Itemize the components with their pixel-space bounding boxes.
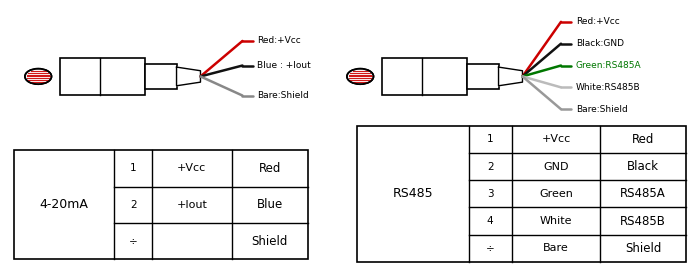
- Text: Bare:Shield: Bare:Shield: [257, 91, 309, 100]
- Text: +Iout: +Iout: [176, 200, 207, 210]
- Text: 4-20mA: 4-20mA: [39, 198, 88, 211]
- Text: Red:+Vcc: Red:+Vcc: [575, 17, 620, 26]
- Ellipse shape: [347, 69, 374, 84]
- Bar: [60, 58, 145, 95]
- Text: RS485A: RS485A: [620, 187, 666, 200]
- Bar: [382, 58, 467, 95]
- Bar: [145, 64, 176, 89]
- Bar: [14, 150, 308, 259]
- Text: RS485: RS485: [393, 187, 433, 200]
- Text: Blue: Blue: [257, 198, 283, 211]
- Text: ÷: ÷: [129, 236, 137, 246]
- Polygon shape: [498, 67, 522, 86]
- Text: Green: Green: [539, 189, 573, 199]
- Ellipse shape: [25, 69, 52, 84]
- Text: +Vcc: +Vcc: [177, 163, 206, 173]
- Text: Bare: Bare: [543, 244, 569, 253]
- Text: White: White: [540, 216, 573, 226]
- Text: RS485B: RS485B: [620, 215, 666, 228]
- Text: 2: 2: [130, 200, 136, 210]
- Text: 1: 1: [130, 163, 136, 173]
- Text: 1: 1: [487, 134, 494, 144]
- Text: 2: 2: [487, 162, 494, 171]
- Text: 3: 3: [487, 189, 494, 199]
- Text: 4: 4: [487, 216, 494, 226]
- Text: Red:+Vcc: Red:+Vcc: [257, 37, 301, 45]
- Text: Black:GND: Black:GND: [575, 39, 624, 48]
- Bar: [357, 126, 686, 262]
- Text: +Vcc: +Vcc: [541, 134, 570, 144]
- Text: Blue : +Iout: Blue : +Iout: [257, 61, 311, 70]
- Text: Shield: Shield: [251, 235, 288, 248]
- Text: Black: Black: [627, 160, 659, 173]
- Bar: [467, 64, 498, 89]
- Text: Shield: Shield: [625, 242, 662, 255]
- Text: Bare:Shield: Bare:Shield: [575, 105, 627, 114]
- Text: Red: Red: [632, 133, 654, 146]
- Text: White:RS485B: White:RS485B: [575, 83, 640, 92]
- Text: ÷: ÷: [486, 244, 495, 253]
- Text: Green:RS485A: Green:RS485A: [575, 61, 641, 70]
- Polygon shape: [176, 67, 200, 86]
- Text: Red: Red: [258, 162, 281, 175]
- Text: GND: GND: [543, 162, 569, 171]
